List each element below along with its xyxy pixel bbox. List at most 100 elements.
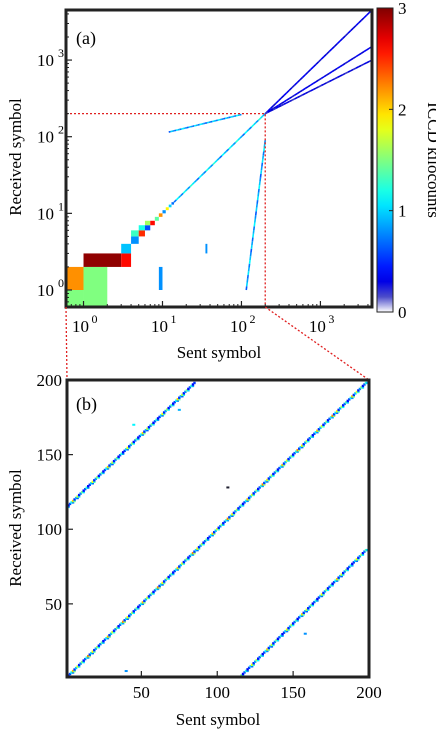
- band-point: [332, 581, 336, 584]
- heatmap-cell-20: [158, 266, 163, 290]
- panel-b-ticks: 50 100 150 200 50 100 150 200: [37, 371, 382, 702]
- diagonal-piece: [334, 67, 338, 71]
- band-point: [297, 616, 301, 619]
- band-point: [175, 568, 178, 571]
- band-point: [294, 450, 298, 453]
- diagonal-piece: [339, 64, 344, 68]
- band-point: [334, 411, 337, 415]
- band-point: [94, 477, 98, 481]
- x-tick-label: 150: [280, 683, 306, 702]
- band-point: [340, 574, 343, 578]
- band-point: [93, 648, 96, 652]
- band-point: [287, 459, 290, 462]
- diagonal-piece: [223, 150, 228, 155]
- band-point: [352, 395, 356, 398]
- diagonal-piece: [350, 68, 354, 72]
- band-point: [348, 565, 351, 569]
- band-point: [225, 519, 228, 522]
- band-point: [263, 483, 266, 486]
- band-point: [71, 669, 75, 673]
- band-point: [184, 559, 187, 562]
- heatmap-cell-19: [171, 202, 175, 205]
- band-point: [164, 409, 167, 413]
- band-point: [114, 628, 117, 631]
- band-point: [326, 587, 330, 590]
- band-point: [152, 421, 155, 425]
- band-point: [279, 465, 283, 468]
- panel-b-ylabel: Received symbol: [6, 469, 25, 587]
- band-point: [135, 437, 139, 441]
- band-point: [301, 614, 304, 618]
- band-point: [360, 553, 363, 556]
- band-point: [79, 662, 82, 665]
- band-point: [117, 626, 120, 629]
- band-point: [140, 602, 143, 606]
- band-point: [211, 532, 214, 535]
- band-point: [118, 454, 122, 457]
- band-point: [112, 459, 116, 463]
- band-point: [291, 453, 295, 456]
- band-point: [346, 399, 349, 403]
- band-point: [270, 474, 274, 477]
- band-point: [185, 557, 189, 561]
- diagonal-piece: [207, 166, 212, 170]
- diagonal-piece: [339, 37, 344, 42]
- band-point: [70, 671, 73, 674]
- band-point: [71, 501, 75, 504]
- band-point: [322, 591, 325, 595]
- colorbar-gradient: [376, 7, 394, 313]
- band-point: [231, 514, 234, 518]
- diagonal-piece: [280, 103, 285, 107]
- band-point: [335, 577, 339, 581]
- diagonal-piece: [344, 32, 349, 37]
- band-point: [272, 642, 275, 645]
- diagonal-piece: [296, 95, 301, 99]
- diagonal-piece: [178, 194, 182, 199]
- band-point: [355, 558, 359, 561]
- band-point: [232, 513, 236, 516]
- band-point: [334, 579, 337, 582]
- band-point: [276, 639, 280, 642]
- heatmap-cell-13: [150, 220, 155, 226]
- band-point: [345, 401, 348, 404]
- diagonal-piece: [352, 55, 357, 59]
- diagonal-piece: [347, 70, 352, 73]
- diagonal-piece: [363, 49, 368, 53]
- diagonal-piece: [182, 190, 186, 194]
- band-point: [342, 571, 345, 575]
- diagonal-piece: [275, 106, 279, 109]
- band-point: [90, 482, 93, 485]
- diagonal-piece: [326, 72, 330, 76]
- band-point: [108, 635, 111, 638]
- band-point: [361, 551, 365, 555]
- band-point: [299, 614, 302, 618]
- panel-b-xlabel: Sent symbol: [176, 710, 261, 729]
- outlier-point-3: [132, 423, 136, 426]
- band-point: [167, 406, 170, 410]
- band-point: [103, 468, 107, 472]
- band-point: [354, 559, 357, 563]
- band-point: [181, 395, 184, 398]
- band-point: [340, 573, 343, 576]
- band-point: [121, 622, 125, 625]
- band-point: [170, 572, 173, 576]
- band-point: [74, 496, 78, 500]
- diagonal-piece: [304, 71, 309, 76]
- band-point: [118, 623, 122, 626]
- band-point: [193, 551, 196, 555]
- diagonal-piece: [328, 79, 333, 83]
- band-point: [281, 465, 284, 468]
- diagonal-piece: [239, 135, 243, 139]
- diagonal-segment-1: [264, 10, 372, 115]
- band-point: [316, 429, 319, 432]
- band-point: [150, 592, 154, 595]
- band-point: [111, 462, 114, 466]
- diagonal-piece: [310, 82, 314, 86]
- band-point: [97, 645, 101, 649]
- diagonal-piece: [294, 96, 298, 100]
- band-point: [357, 556, 360, 559]
- band-point: [100, 641, 104, 644]
- band-point: [252, 663, 255, 666]
- heatmap-cell-17: [165, 207, 169, 211]
